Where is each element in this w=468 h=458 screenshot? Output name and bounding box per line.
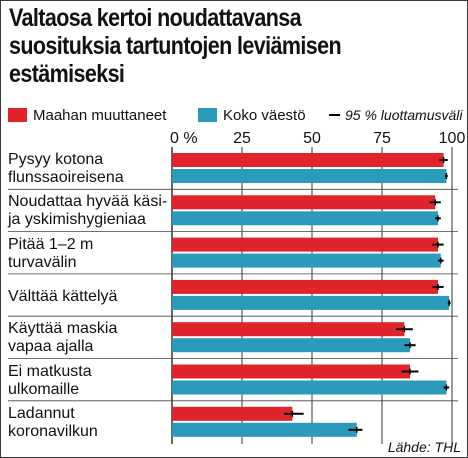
legend-item-ci: 95 % luottamusväli: [329, 107, 468, 125]
category-label: Käyttää maskia vapaa ajalla: [8, 320, 168, 356]
x-tick-label: 75: [373, 130, 391, 147]
x-tick-label: 100: [439, 130, 466, 147]
source-note: Lähde: THL: [387, 439, 461, 455]
bar-series-b: [172, 338, 410, 353]
title-line-3: estämiseksi: [9, 60, 125, 88]
legend-ci-marker: [329, 114, 340, 116]
legend-swatch-series-a: [8, 108, 27, 122]
bar-series-b: [172, 211, 438, 226]
x-tick-label: 0 %: [170, 130, 198, 147]
category-label: Pitää 1–2 m turvavälin: [8, 236, 168, 272]
legend-item-series-b: Koko väestö: [198, 107, 328, 125]
category-label-line: Noudattaa hyvää käsi-: [8, 193, 168, 211]
category-label-line: ja yskimishygieniaa: [8, 211, 146, 229]
category-label-line: flunssaoireisena: [8, 169, 124, 186]
x-tick-label: 25: [233, 130, 251, 147]
category-label: Pysyy kotona flunssaoireisena: [8, 151, 168, 187]
category-label-line: Välttää kättelyä: [8, 287, 118, 305]
category-label-line: vapaa ajalla: [8, 338, 94, 356]
category-label-line: ulkomaille: [8, 380, 80, 398]
title-line-2: suosituksia tartuntojen leviämisen: [9, 32, 342, 60]
x-tick-label: 50: [303, 130, 321, 147]
bar-series-b: [172, 169, 447, 183]
category-label-line: Käyttää maskia: [8, 320, 118, 338]
legend-label-ci: 95 % luottamusväli: [345, 107, 463, 123]
bar-series-b: [172, 380, 447, 395]
bar-series-a: [172, 406, 293, 421]
bar-series-a: [172, 195, 436, 210]
legend-label-series-b: Koko väestö: [223, 107, 306, 124]
legend-swatch-series-b: [198, 108, 217, 122]
category-label: Ei matkusta ulkomaille: [8, 363, 168, 399]
category-label: Välttää kättelyä: [8, 288, 168, 306]
category-label-line: turvavälin: [8, 253, 77, 271]
chart-title: Valtaosa kertoi noudattavansa suosituksi…: [9, 4, 387, 88]
category-label-line: Pitää 1–2 m: [8, 235, 94, 253]
bar-series-a: [172, 237, 438, 252]
bar-series-a: [172, 322, 405, 337]
chart-legend: Maahan muuttaneet Koko väestö 95 % luott…: [8, 107, 468, 125]
category-label-line: Ei matkusta: [8, 362, 92, 380]
category-label: Ladannut koronavilkun: [8, 405, 168, 441]
bar-series-b: [172, 295, 450, 310]
bar-series-b: [172, 253, 441, 268]
category-label-line: Pysyy kotona: [8, 151, 104, 168]
bar-series-b: [172, 422, 357, 437]
category-label-line: Ladannut: [8, 404, 75, 422]
category-label: Noudattaa hyvää käsi-ja yskimishygieniaa: [8, 193, 168, 229]
category-label-line: koronavilkun: [8, 422, 98, 440]
title-line-1: Valtaosa kertoi noudattavansa: [9, 4, 302, 32]
legend-label-series-a: Maahan muuttaneet: [33, 107, 167, 124]
bar-series-a: [172, 279, 438, 294]
bar-series-a: [172, 364, 410, 379]
legend-item-series-a: Maahan muuttaneet: [8, 107, 178, 125]
bar-series-a: [172, 153, 444, 167]
